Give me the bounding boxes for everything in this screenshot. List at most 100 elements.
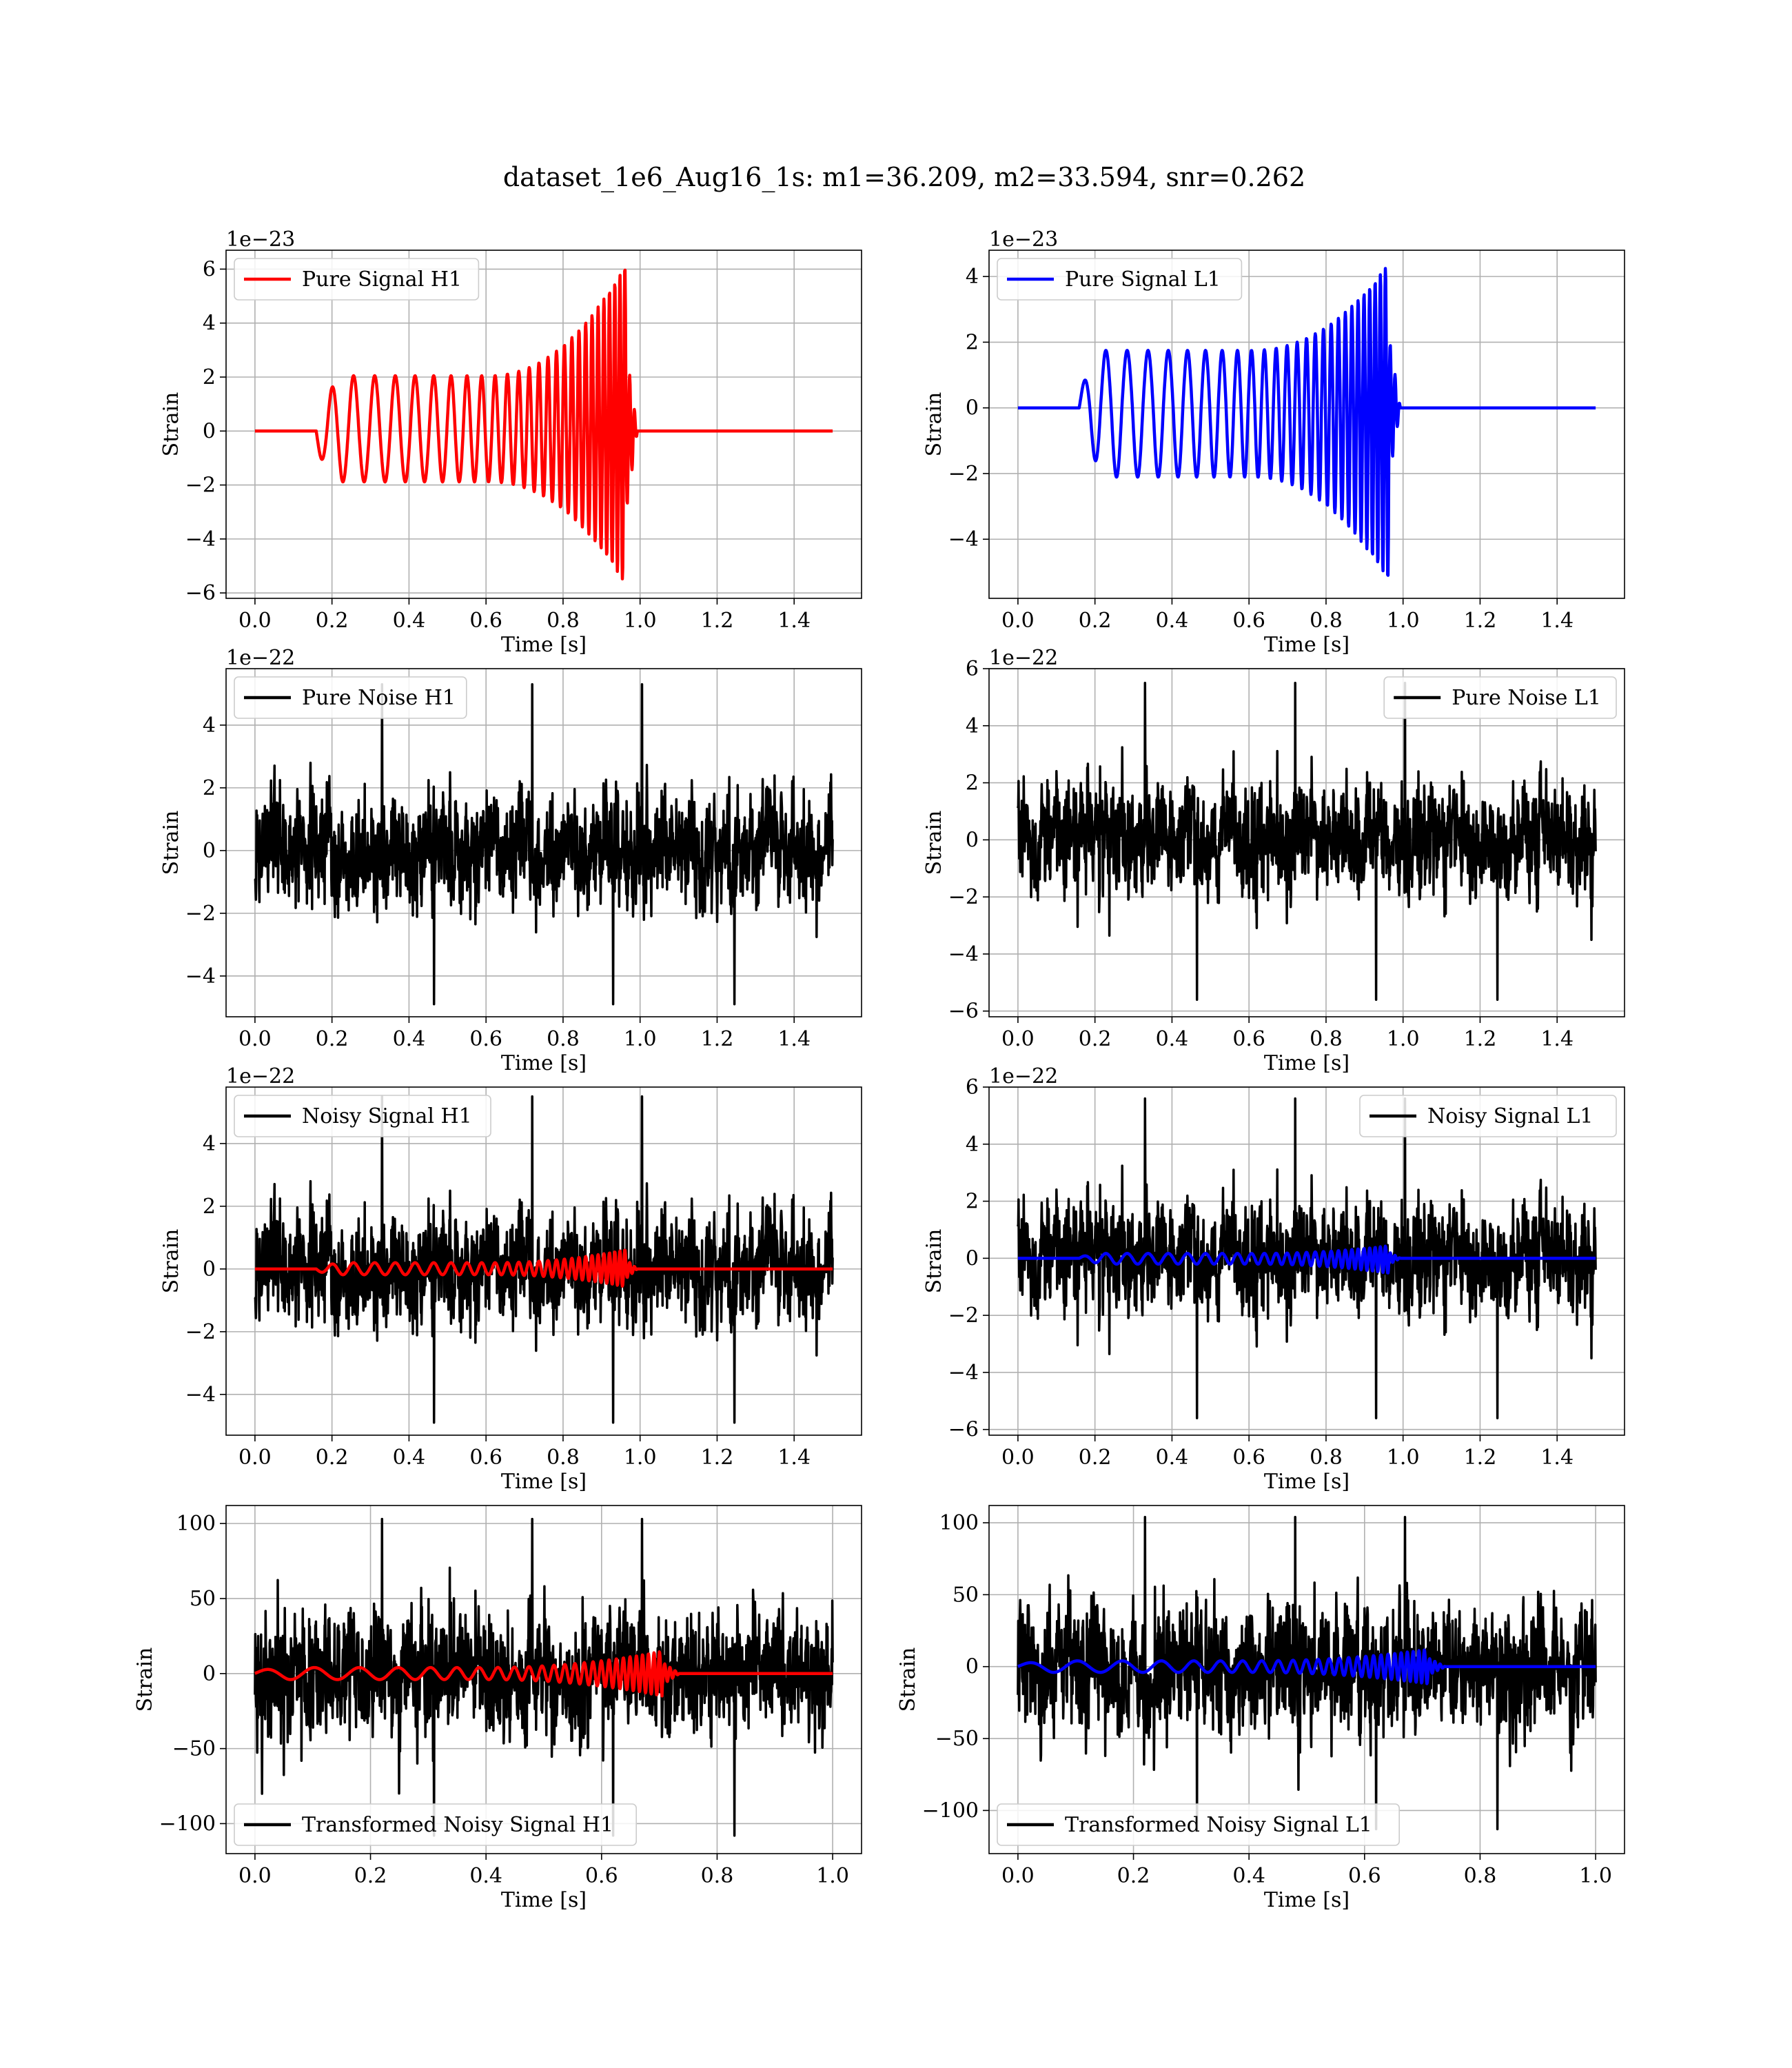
x-tick-label: 0.4	[1156, 1446, 1189, 1470]
x-tick-label: 0.8	[1464, 1864, 1497, 1888]
x-tick-label: 1.0	[1387, 1027, 1420, 1051]
x-axis-label: Time [s]	[1264, 1051, 1350, 1075]
subplot-7: 0.0 0.2 0.4 0.6 0.8 1.0 −100 −50 0 50 100 Time [s] S…	[133, 1505, 862, 1912]
x-tick-label: 0.0	[238, 1027, 272, 1051]
x-axis-label: Time [s]	[1264, 633, 1350, 657]
x-axis-label: Time [s]	[501, 1470, 587, 1494]
y-axis-label: Strain	[133, 1648, 157, 1712]
y-axis-label: Strain	[922, 392, 946, 457]
x-tick-label: 1.2	[1464, 1027, 1497, 1051]
y-tick-label: 6	[203, 257, 216, 281]
x-tick-label: 1.0	[624, 609, 657, 633]
x-tick-label: 1.0	[1579, 1864, 1612, 1888]
axes-frame	[225, 668, 862, 1017]
legend-box	[997, 258, 1243, 301]
legend-box	[234, 258, 480, 301]
y-tick-label: 4	[203, 1132, 216, 1156]
y-tick-label: 0	[203, 1662, 216, 1686]
y-tick-label: 0	[966, 828, 979, 852]
series-line-noisy-signal-l1	[1017, 1097, 1597, 1419]
legend-label: Transformed Noisy Signal L1	[1065, 1813, 1372, 1837]
x-axis-label: Time [s]	[1264, 1470, 1350, 1494]
x-tick-label: 0.6	[1232, 1446, 1265, 1470]
y-tick-label: 0	[203, 419, 216, 443]
series-line-pure-signal-l1	[1017, 267, 1597, 577]
legend-box	[1383, 676, 1617, 719]
subplot-2: 0.0 0.2 0.4 0.6 0.8 1.0 1.2 1.4 −4 −2 0 2 4 Time [s] S…	[922, 227, 1625, 657]
series-line-pure-noise-h1	[254, 682, 834, 1006]
y-tick-label: −6	[185, 581, 216, 605]
x-tick-label: 0.4	[1156, 609, 1189, 633]
series-group	[254, 268, 834, 580]
y-offset-label: 1e−22	[989, 1064, 1058, 1088]
x-axis-label: Time [s]	[501, 1888, 587, 1912]
y-tick-label: 100	[176, 1512, 216, 1536]
y-tick-label: 4	[966, 714, 979, 738]
legend-label: Pure Signal L1	[1065, 267, 1221, 292]
x-tick-label: 1.0	[816, 1864, 849, 1888]
x-tick-label: 1.4	[777, 1446, 811, 1470]
x-tick-label: 0.6	[469, 609, 502, 633]
x-axis-label: Time [s]	[1264, 1888, 1350, 1912]
x-tick-label: 0.2	[316, 609, 349, 633]
x-axis-label: Time [s]	[501, 1051, 587, 1075]
figure-title: dataset_1e6_Aug16_1s: m1=36.209, m2=33.5…	[503, 162, 1305, 193]
series-line-overlay-1	[1017, 1244, 1597, 1275]
series-group	[1017, 267, 1597, 577]
y-offset-label: 1e−23	[226, 227, 295, 252]
subplot-5: 0.0 0.2 0.4 0.6 0.8 1.0 1.2 1.4 −4 −2 0 2 4 Time [s] S…	[159, 1064, 862, 1494]
series-group	[1017, 681, 1597, 1001]
x-tick-label: 1.2	[1464, 1446, 1497, 1470]
y-tick-label: 50	[190, 1587, 216, 1611]
y-tick-label: 0	[203, 839, 216, 863]
x-tick-label: 1.0	[624, 1446, 657, 1470]
legend: Pure Signal L1	[997, 258, 1243, 301]
y-tick-label: 2	[966, 771, 979, 795]
y-tick-label: −100	[922, 1798, 979, 1823]
x-tick-label: 0.8	[1310, 609, 1343, 633]
series-group	[1017, 1097, 1597, 1419]
x-tick-label: 0.0	[238, 609, 272, 633]
subplot-1: 0.0 0.2 0.4 0.6 0.8 1.0 1.2 1.4 −6 −4 −2 0 2 4 6 Time […	[159, 227, 862, 657]
x-tick-label: 0.2	[1079, 1446, 1112, 1470]
legend-box	[997, 1803, 1401, 1846]
x-tick-label: 0.6	[469, 1446, 502, 1470]
x-tick-label: 1.2	[701, 609, 734, 633]
legend: Pure Signal H1	[234, 258, 480, 301]
x-tick-label: 0.0	[1001, 609, 1035, 633]
x-tick-label: 0.8	[701, 1864, 734, 1888]
y-tick-label: 4	[203, 312, 216, 336]
y-tick-label: 2	[966, 330, 979, 354]
legend: Pure Noise H1	[234, 676, 467, 719]
y-tick-label: −50	[935, 1727, 979, 1751]
y-offset-label: 1e−23	[989, 227, 1058, 252]
y-axis-label: Strain	[922, 1229, 946, 1294]
legend-label: Pure Signal H1	[302, 267, 462, 292]
x-tick-label: 0.0	[238, 1446, 272, 1470]
x-tick-label: 0.6	[1348, 1864, 1381, 1888]
axes-frame	[225, 250, 862, 599]
x-tick-label: 0.2	[354, 1864, 387, 1888]
axes-frame	[988, 668, 1625, 1017]
series-group	[254, 1517, 834, 1837]
x-tick-label: 0.0	[1001, 1027, 1035, 1051]
y-tick-label: 0	[966, 1655, 979, 1679]
series-line-transformed-noisy-signal-h1	[254, 1517, 834, 1837]
legend: Transformed Noisy Signal L1	[997, 1803, 1401, 1846]
x-tick-label: 0.4	[1232, 1864, 1265, 1888]
y-tick-label: −2	[185, 1320, 216, 1344]
x-tick-label: 1.4	[1540, 1027, 1574, 1051]
y-axis-label: Strain	[922, 811, 946, 875]
y-tick-label: −2	[948, 1304, 979, 1328]
x-tick-label: 0.6	[1232, 609, 1265, 633]
x-tick-label: 0.8	[1310, 1027, 1343, 1051]
axes-frame	[988, 250, 1625, 599]
subplot-4: 0.0 0.2 0.4 0.6 0.8 1.0 1.2 1.4 −6 −4 −2 0 2 4 6 Time […	[922, 646, 1625, 1075]
axes-frame	[225, 1086, 862, 1436]
x-tick-label: 0.2	[1079, 609, 1112, 633]
series-line-overlay-1	[254, 1248, 834, 1288]
x-tick-label: 0.4	[469, 1864, 502, 1888]
y-tick-label: −4	[185, 1383, 216, 1407]
